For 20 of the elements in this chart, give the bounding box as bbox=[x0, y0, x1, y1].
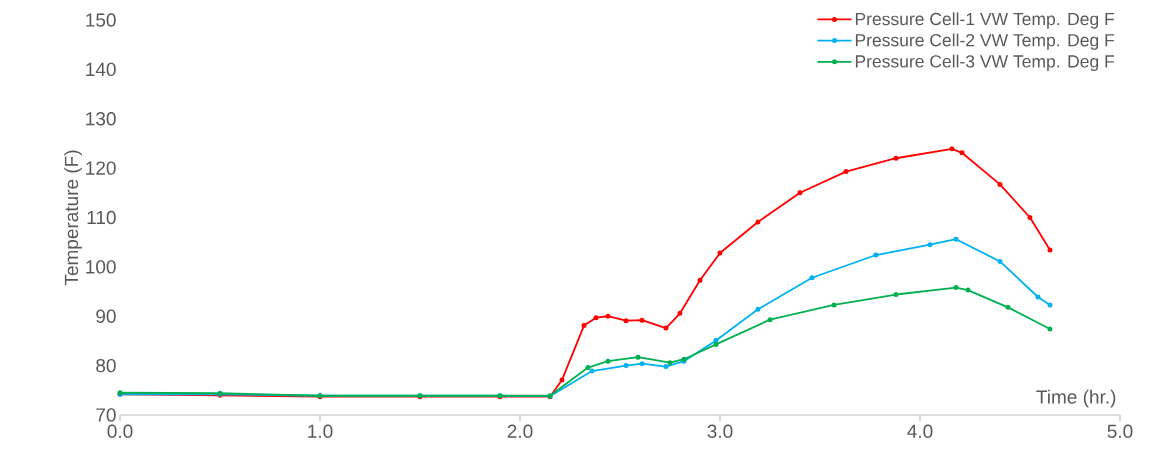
y-tick-label: 110 bbox=[87, 210, 116, 225]
y-tick-label: 80 bbox=[96, 358, 116, 373]
x-tick-label: 1.0 bbox=[308, 424, 333, 438]
y-tick-label: 70 bbox=[96, 408, 116, 422]
x-tick-label: 3.0 bbox=[707, 424, 733, 438]
legend-label: Pressure Cell-3 VW Temp. Deg F bbox=[855, 54, 1115, 72]
x-axis-title: Time (hr.) bbox=[1036, 389, 1116, 408]
x-tick-label: 5.0 bbox=[1107, 424, 1133, 438]
y-tick-label: 140 bbox=[86, 62, 116, 77]
y-tick-label: 130 bbox=[86, 112, 116, 126]
x-tick-label: 2.0 bbox=[507, 424, 533, 438]
x-tick-label: 4.0 bbox=[907, 424, 933, 438]
y-tick-label: 90 bbox=[96, 309, 116, 323]
y-tick-label: 150 bbox=[86, 13, 116, 27]
legend-label: Pressure Cell-1 VW Temp. Deg F bbox=[855, 12, 1115, 29]
legend-label: Pressure Cell-2 VW Temp. Deg F bbox=[855, 33, 1115, 50]
x-tick-label: 0.0 bbox=[107, 424, 133, 438]
y-tick-label: 100 bbox=[86, 260, 116, 274]
y-tick-label: 120 bbox=[86, 161, 116, 175]
y-axis-title: Temperature (F) bbox=[64, 150, 82, 286]
